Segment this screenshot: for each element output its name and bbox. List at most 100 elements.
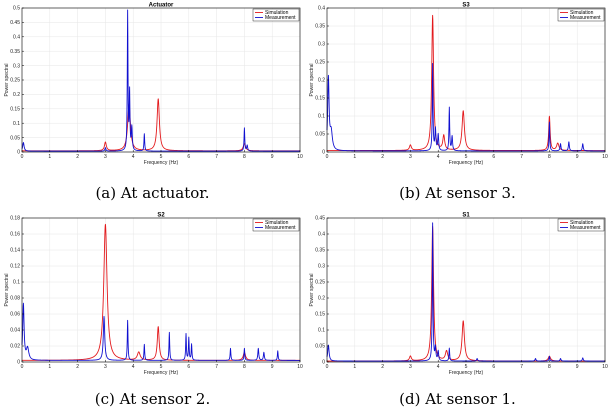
y-tick-label: 0	[322, 360, 325, 366]
x-tick-label: 0	[21, 154, 24, 160]
chart-sensor-1: 0 1 2 3 4 5 6 7 8 9 10 0 0.05 0.1 0.15 0.2 0.25 0.3 0.35 0.…	[309, 213, 608, 377]
x-tick-label: 1	[48, 364, 51, 370]
caption-sensor-2: (c) At sensor 2.	[94, 390, 211, 408]
y-tick-label: 0.3	[13, 63, 20, 69]
x-tick-label: 2	[381, 154, 384, 160]
legend-label-simulation: Simulation	[265, 220, 289, 226]
chart-title: S3	[462, 3, 470, 9]
x-axis-label: Frequency (Hz)	[449, 160, 484, 166]
y-tick-label: 0.05	[315, 132, 325, 138]
y-tick-label: 0.3	[318, 264, 325, 270]
chart-title: S2	[157, 213, 165, 219]
legend-label-simulation: Simulation	[570, 10, 594, 16]
x-tick-label: 7	[520, 154, 523, 160]
y-tick-label: 0.05	[315, 344, 325, 350]
x-tick-label: 6	[492, 154, 495, 160]
x-tick-label: 8	[243, 154, 246, 160]
x-tick-label: 3	[409, 154, 412, 160]
y-tick-label: 0.35	[315, 248, 325, 254]
legend-box	[252, 8, 300, 22]
y-axis-label: Power spectral	[309, 63, 315, 96]
x-tick-label: 2	[76, 364, 79, 370]
panel-sensor-3: 0 1 2 3 4 5 6 7 8 9 10 0 0.05 0.1 0.15 0.2 0.25 0.3 0.35 0.…	[305, 0, 610, 209]
caption-sensor-1: (d) At sensor 1.	[399, 390, 516, 408]
x-tick-label: 7	[215, 364, 218, 370]
y-tick-label: 0.1	[318, 114, 325, 120]
y-tick-label: 0.25	[315, 60, 325, 66]
x-tick-label: 1	[353, 154, 356, 160]
x-tick-label: 0	[21, 364, 24, 370]
x-tick-label: 3	[409, 364, 412, 370]
x-tick-label: 9	[271, 154, 274, 160]
x-tick-label: 5	[465, 364, 468, 370]
x-tick-label: 1	[353, 364, 356, 370]
y-tick-label: 0.35	[315, 24, 325, 30]
legend-box	[557, 8, 605, 22]
x-tick-label: 6	[187, 364, 190, 370]
legend-label-measurement: Measurement	[265, 225, 296, 231]
y-axis-label: Power spectral	[4, 273, 10, 306]
legend-box	[557, 218, 605, 232]
legend-box	[252, 218, 300, 232]
y-tick-label: 0.16	[10, 232, 20, 238]
y-tick-label: 0.4	[318, 232, 325, 238]
y-tick-label: 0.15	[315, 312, 325, 318]
y-tick-label: 0.25	[10, 78, 20, 84]
x-tick-label: 4	[437, 154, 440, 160]
x-tick-label: 10	[297, 364, 303, 370]
y-tick-label: 0	[322, 150, 325, 156]
y-tick-label: 0.45	[315, 216, 325, 222]
y-tick-label: 0.2	[13, 92, 20, 98]
x-tick-label: 6	[187, 154, 190, 160]
x-tick-label: 2	[381, 364, 384, 370]
chart-title: Actuator	[149, 3, 174, 9]
y-tick-label: 0.4	[13, 35, 20, 41]
chart-actuator: 0 1 2 3 4 5 6 7 8 9 10 0 0.05 0.1 0.15 0.2 0.25 0.3 0.35 0.…	[4, 3, 303, 167]
x-tick-label: 5	[160, 154, 163, 160]
chart-title: S1	[462, 213, 470, 219]
y-axis-label: Power spectral	[4, 63, 10, 96]
y-tick-label: 0.2	[318, 78, 325, 84]
y-tick-label: 0.4	[318, 6, 325, 12]
x-tick-label: 7	[215, 154, 218, 160]
y-tick-label: 0	[17, 150, 20, 156]
y-tick-label: 0.15	[315, 96, 325, 102]
y-tick-label: 0.1	[13, 280, 20, 286]
y-tick-label: 0.25	[315, 280, 325, 286]
x-tick-label: 9	[271, 364, 274, 370]
x-tick-label: 10	[602, 154, 608, 160]
x-tick-label: 3	[104, 154, 107, 160]
y-tick-label: 0.15	[10, 107, 20, 113]
y-tick-label: 0.18	[10, 216, 20, 222]
y-tick-label: 0.14	[10, 248, 20, 254]
y-tick-label: 0.12	[10, 264, 20, 270]
panel-sensor-1: 0 1 2 3 4 5 6 7 8 9 10 0 0.05 0.1 0.15 0.2 0.25 0.3 0.35 0.…	[305, 210, 610, 419]
x-tick-label: 2	[76, 154, 79, 160]
x-tick-label: 9	[576, 154, 579, 160]
x-tick-label: 4	[437, 364, 440, 370]
y-tick-label: 0.1	[13, 121, 20, 127]
panel-sensor-2: 0 1 2 3 4 5 6 7 8 9 10 0 0.02 0.04 0.06 0.08 0.1 0.12 0.14…	[0, 210, 305, 419]
y-tick-label: 0.05	[10, 135, 20, 141]
y-tick-label: 0.45	[10, 20, 20, 26]
x-tick-label: 8	[548, 364, 551, 370]
x-tick-label: 6	[492, 364, 495, 370]
y-tick-label: 0.08	[10, 296, 20, 302]
x-tick-label: 1	[48, 154, 51, 160]
legend-label-simulation: Simulation	[265, 10, 289, 16]
panel-actuator: 0 1 2 3 4 5 6 7 8 9 10 0 0.05 0.1 0.15 0.2 0.25 0.3 0.35 0.…	[0, 0, 305, 209]
caption-sensor-3: (b) At sensor 3.	[399, 184, 516, 202]
y-tick-label: 0	[17, 360, 20, 366]
y-tick-label: 0.04	[10, 328, 20, 334]
x-axis-label: Frequency (Hz)	[144, 370, 179, 376]
x-tick-label: 10	[297, 154, 303, 160]
x-tick-label: 8	[243, 364, 246, 370]
caption-actuator: (a) At actuator.	[95, 184, 210, 202]
y-axis-label: Power spectral	[309, 273, 315, 306]
x-axis-label: Frequency (Hz)	[449, 370, 484, 376]
